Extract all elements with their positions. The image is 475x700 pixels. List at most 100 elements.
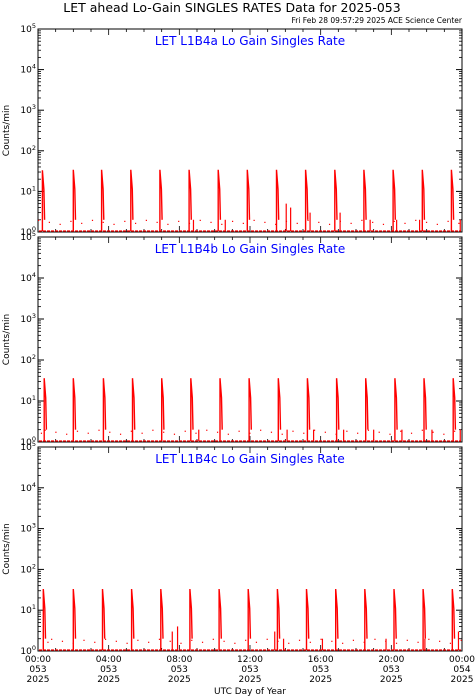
peak-mark bbox=[364, 588, 368, 650]
x-tick-label-year: 2025 bbox=[380, 675, 403, 685]
noise-point bbox=[318, 221, 320, 223]
noise-point bbox=[363, 641, 365, 643]
noise-point bbox=[249, 432, 251, 434]
peak-mark bbox=[72, 378, 77, 441]
peak-mark bbox=[218, 588, 222, 650]
peak-mark bbox=[101, 588, 106, 650]
noise-point bbox=[415, 219, 417, 221]
noise-point bbox=[281, 433, 283, 435]
noise-point bbox=[109, 431, 111, 433]
noise-point bbox=[309, 641, 311, 643]
peak-mark bbox=[304, 169, 309, 231]
noise-point bbox=[425, 221, 428, 223]
noise-point bbox=[432, 431, 434, 433]
peak-mark bbox=[394, 378, 398, 441]
figure-subtitle: Fri Feb 28 09:57:29 2025 ACE Science Cen… bbox=[291, 16, 462, 25]
noise-point bbox=[374, 638, 376, 640]
noise-point bbox=[178, 220, 180, 222]
x-tick-label-year: 2025 bbox=[451, 675, 474, 685]
noise-point bbox=[137, 639, 139, 641]
noise-point bbox=[389, 433, 391, 435]
noise-point bbox=[307, 219, 309, 221]
noise-point bbox=[169, 640, 171, 642]
noise-point bbox=[417, 641, 419, 643]
noise-point bbox=[298, 639, 301, 641]
noise-point bbox=[66, 433, 68, 435]
noise-point bbox=[288, 642, 290, 644]
noise-point bbox=[292, 430, 294, 432]
noise-point bbox=[328, 223, 331, 225]
noise-point bbox=[44, 429, 46, 431]
y-tick-label: 102 bbox=[20, 353, 36, 366]
noise-point bbox=[223, 640, 225, 642]
y-tick-label: 101 bbox=[20, 394, 36, 407]
noise-point bbox=[87, 432, 89, 434]
panels-group: 100 101 102 103 104 105 Counts/min LET L1B4a Lo… bbox=[2, 22, 475, 685]
noise-point bbox=[119, 433, 122, 435]
data-series bbox=[39, 378, 461, 442]
x-tick-label-year: 2025 bbox=[168, 675, 191, 685]
noise-point bbox=[51, 638, 53, 640]
y-tick-label: 102 bbox=[20, 144, 36, 157]
noise-point bbox=[216, 431, 219, 433]
peak-mark bbox=[335, 378, 340, 441]
noise-point bbox=[40, 432, 43, 434]
x-tick-label-time: 20:00 bbox=[378, 655, 404, 665]
noise-point bbox=[385, 640, 387, 642]
noise-point bbox=[245, 639, 247, 641]
y-axis-label: Counts/min bbox=[2, 105, 12, 156]
noise-point bbox=[191, 639, 193, 641]
noise-point bbox=[104, 638, 107, 640]
noise-point bbox=[400, 430, 402, 432]
noise-point bbox=[195, 432, 197, 434]
noise-point bbox=[201, 641, 204, 643]
noise-point bbox=[395, 642, 398, 644]
noise-point bbox=[145, 219, 147, 221]
noise-point bbox=[260, 429, 262, 431]
y-tick-label: 103 bbox=[20, 312, 36, 325]
peak-mark bbox=[335, 588, 339, 650]
noise-point bbox=[59, 223, 61, 225]
x-tick-label-doy: 053 bbox=[29, 665, 46, 675]
noise-point bbox=[47, 641, 49, 643]
noise-point bbox=[184, 430, 186, 432]
data-series bbox=[39, 588, 462, 651]
peak-mark bbox=[334, 169, 338, 231]
peak-mark bbox=[190, 378, 194, 441]
x-tick-label-time: 00:00 bbox=[449, 655, 475, 665]
noise-point bbox=[152, 429, 154, 431]
x-tick-label-year: 2025 bbox=[239, 675, 262, 685]
peak-mark bbox=[306, 378, 311, 441]
peak-mark bbox=[392, 169, 396, 231]
figure-title: LET ahead Lo-Gain SINGLES RATES Data for… bbox=[63, 0, 400, 15]
noise-point bbox=[367, 429, 370, 431]
noise-point bbox=[393, 220, 395, 222]
y-tick-label: 101 bbox=[20, 184, 36, 197]
y-tick-label: 103 bbox=[20, 522, 36, 535]
noise-point bbox=[38, 219, 40, 221]
noise-point bbox=[378, 431, 380, 433]
noise-point bbox=[443, 433, 445, 435]
peak-mark bbox=[393, 588, 397, 650]
peak-mark bbox=[72, 588, 77, 650]
noise-point bbox=[439, 640, 441, 642]
noise-point bbox=[285, 220, 288, 222]
noise-point bbox=[94, 641, 96, 643]
chart-panel-3: 100 101 102 103 104 105 Counts/min LET L1B4c Lo… bbox=[2, 440, 463, 657]
noise-point bbox=[264, 221, 266, 223]
noise-point bbox=[167, 223, 169, 225]
x-tick-label-time: 04:00 bbox=[96, 655, 122, 665]
y-axis-label: Counts/min bbox=[2, 523, 12, 574]
peak-mark bbox=[246, 169, 251, 231]
y-tick-label: 104 bbox=[20, 63, 36, 76]
x-tick-labels: 00:00053202504:00053202508:00053202512:0… bbox=[25, 655, 475, 685]
peak-mark bbox=[277, 378, 282, 441]
peak-mark bbox=[42, 588, 47, 650]
peak-mark bbox=[422, 588, 426, 650]
noise-point bbox=[91, 219, 94, 221]
noise-point bbox=[296, 222, 298, 224]
panel-title: LET L1B4c Lo Gain Singles Rate bbox=[155, 452, 345, 466]
noise-point bbox=[83, 639, 85, 641]
plot-frame bbox=[37, 236, 463, 443]
